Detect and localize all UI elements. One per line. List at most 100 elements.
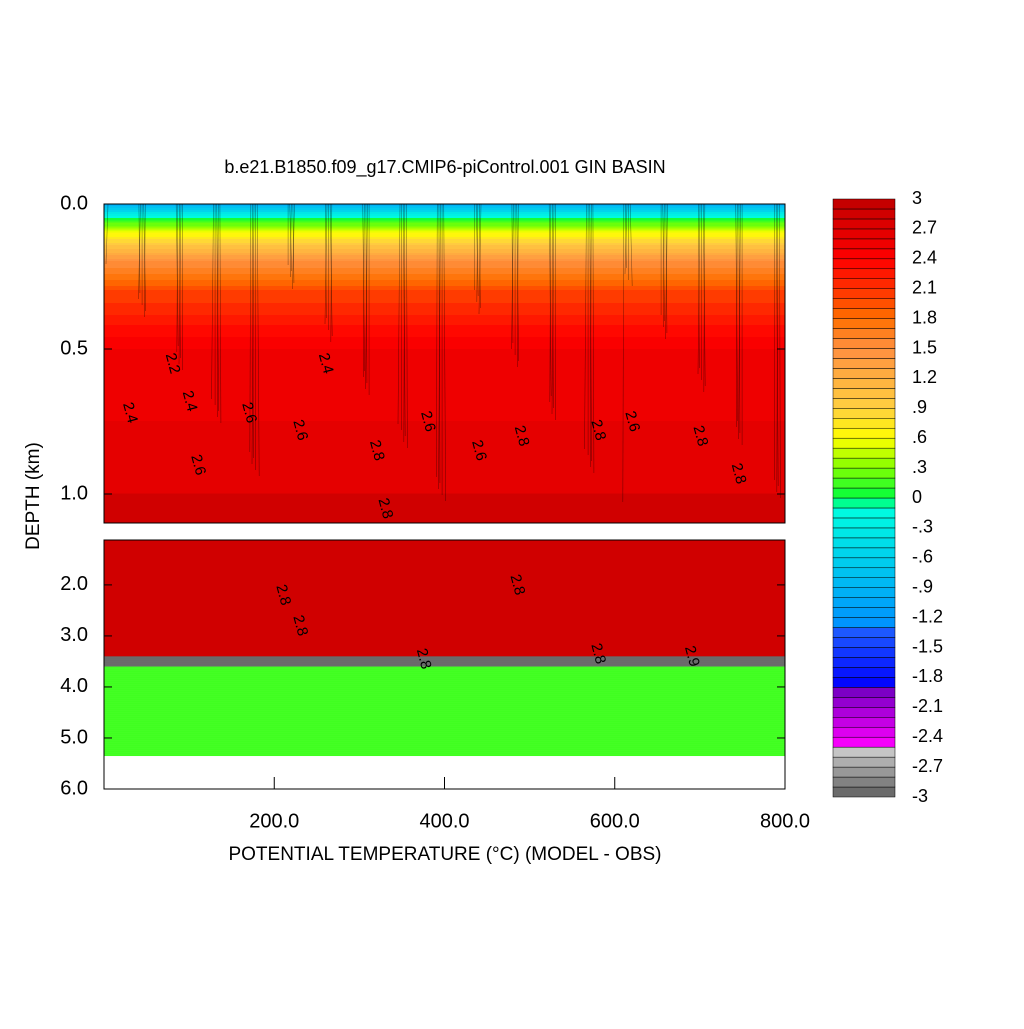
colorbar-box [833, 398, 895, 408]
field-cell [104, 566, 785, 568]
field-cell [104, 477, 785, 479]
field-cell [104, 405, 785, 407]
field-cell [104, 598, 785, 600]
field-cell [104, 667, 785, 669]
field-cell [104, 560, 785, 562]
field-cell [104, 206, 785, 208]
field-cell [104, 751, 785, 753]
field-cell [104, 610, 785, 612]
field-cell [104, 512, 785, 514]
colorbar-box [833, 528, 895, 538]
x-tick-label: 400.0 [419, 810, 469, 832]
field-cell [104, 697, 785, 699]
colorbar-label: -2.7 [912, 756, 943, 776]
field-cell [104, 562, 785, 564]
field-cell [104, 733, 785, 735]
field-cell [104, 264, 785, 266]
field-cell [104, 500, 785, 502]
chart-title: b.e21.B1850.f09_g17.CMIP6-piControl.001 … [224, 157, 665, 178]
y-tick-label: 0.0 [60, 192, 88, 214]
field-cell [104, 383, 785, 385]
field-cell [104, 576, 785, 578]
field-cell [104, 411, 785, 413]
field-cell [104, 693, 785, 695]
colorbar-box [833, 578, 895, 588]
field-cell [104, 669, 785, 671]
colorbar-box [833, 269, 895, 279]
colorbar-box [833, 458, 895, 468]
field-cell [104, 483, 785, 485]
field-cell [104, 675, 785, 677]
field-cell [104, 253, 785, 255]
field-cell [104, 425, 785, 427]
colorbar-label: -.6 [912, 547, 933, 567]
field-cell [104, 550, 785, 552]
field-cell [104, 401, 785, 403]
field-cell [104, 552, 785, 554]
field-cell [104, 208, 785, 210]
colorbar-label: -1.2 [912, 606, 943, 626]
field-cell [104, 419, 785, 421]
colorbar-label: 2.7 [912, 218, 937, 238]
field-cell [104, 743, 785, 745]
field-cell [104, 485, 785, 487]
field-cell [104, 620, 785, 622]
field-cell [104, 389, 785, 391]
field-cell [104, 679, 785, 681]
field-cell [104, 681, 785, 683]
field-cell [104, 415, 785, 417]
field-cell [104, 703, 785, 705]
colorbar-box [833, 239, 895, 249]
field-cell [104, 745, 785, 747]
colorbar-box [833, 717, 895, 727]
field-cell [104, 369, 785, 371]
field-cell [104, 695, 785, 697]
field-cell [104, 570, 785, 572]
field-cell [104, 255, 785, 257]
colorbar-label: -3 [912, 786, 928, 806]
colorbar-box [833, 309, 895, 319]
field-cell [104, 596, 785, 598]
field-cell [104, 632, 785, 634]
field-cell [104, 564, 785, 566]
field-cell [104, 737, 785, 739]
field-cell [104, 636, 785, 638]
colorbar-box [833, 787, 895, 797]
field-cell [104, 749, 785, 751]
field-cell [104, 622, 785, 624]
field-cell [104, 731, 785, 733]
colorbar-box [833, 448, 895, 458]
colorbar-box [833, 388, 895, 398]
field-cell [104, 592, 785, 594]
field-cell [104, 417, 785, 419]
field-cell [104, 747, 785, 749]
field-cell [104, 588, 785, 590]
field-cell [104, 395, 785, 397]
field-cell [104, 249, 785, 251]
colorbar-box [833, 648, 895, 658]
field-cell [104, 445, 785, 447]
colorbar-box [833, 498, 895, 508]
field-cell [104, 580, 785, 582]
field-cell [104, 221, 785, 223]
field-cell [104, 516, 785, 518]
colorbar-box [833, 468, 895, 478]
field-cell [104, 544, 785, 546]
x-axis-label: POTENTIAL TEMPERATURE (°C) (MODEL - OBS) [228, 844, 661, 865]
field-cell [104, 443, 785, 445]
field-cell [104, 268, 785, 270]
field-cell [104, 735, 785, 737]
field-cell [104, 437, 785, 439]
field-cell [104, 375, 785, 377]
field-cell [104, 245, 785, 247]
y-tick-label: 4.0 [60, 675, 88, 697]
field-cell [104, 433, 785, 435]
field-cell [104, 508, 785, 510]
field-cell [104, 723, 785, 725]
field-cell [104, 223, 785, 225]
colorbar-label: -.3 [912, 517, 933, 537]
field-cell [104, 391, 785, 393]
colorbar-box [833, 707, 895, 717]
field-cell [104, 548, 785, 550]
colorbar-box [833, 628, 895, 638]
